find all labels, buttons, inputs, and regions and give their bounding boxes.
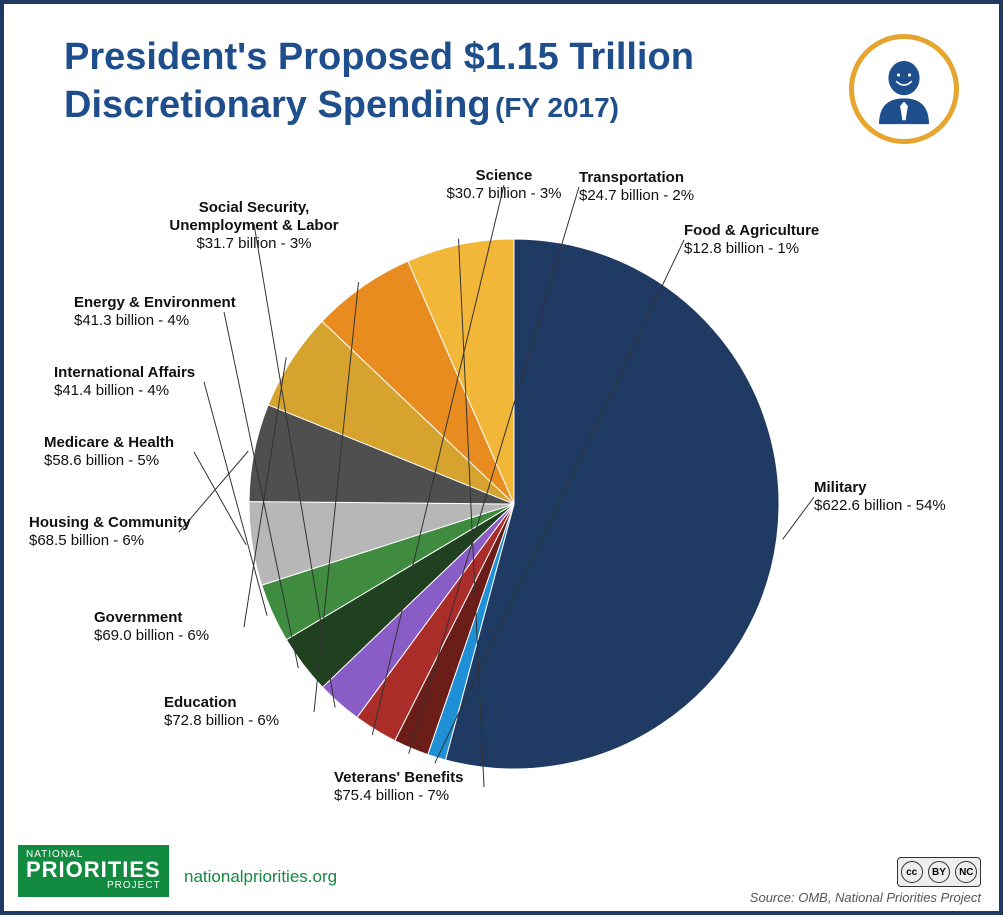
leader-line — [372, 185, 504, 735]
pie-slice — [268, 321, 514, 504]
president-avatar — [849, 34, 959, 144]
pie-chart — [4, 4, 1003, 919]
source-attribution: Source: OMB, National Priorities Project — [750, 890, 981, 905]
nc-icon: NC — [955, 861, 977, 883]
leader-line — [435, 240, 684, 763]
cc-icon: cc — [901, 861, 923, 883]
leader-line — [409, 187, 579, 754]
leader-line — [314, 282, 359, 712]
leader-line — [194, 452, 246, 545]
leader-line — [224, 312, 298, 668]
leader-line — [783, 497, 814, 539]
slice-label: International Affairs$41.4 billion - 4% — [54, 364, 254, 400]
leader-line — [459, 239, 484, 787]
title-suffix: (FY 2017) — [495, 92, 619, 123]
pie-slice — [249, 405, 514, 504]
slice-label: Transportation$24.7 billion - 2% — [579, 169, 694, 205]
leader-line — [254, 224, 335, 708]
slice-label: Energy & Environment$41.3 billion - 4% — [74, 294, 274, 330]
pie-slice — [357, 504, 514, 741]
slice-label: Food & Agriculture$12.8 billion - 1% — [684, 222, 819, 258]
footer: NATIONAL PRIORITIES PROJECT nationalprio… — [4, 856, 999, 911]
cc-license-badge: cc BY NC — [897, 857, 981, 887]
pie-slice — [445, 239, 779, 769]
pie-slice — [408, 239, 514, 504]
slice-label: Veterans' Benefits$75.4 billion - 7% — [334, 769, 534, 805]
pie-slice — [322, 261, 514, 504]
title-line1: President's Proposed $1.15 Trillion — [64, 36, 694, 78]
title-line2: Discretionary Spending — [64, 84, 491, 126]
person-icon — [865, 50, 943, 128]
leader-line — [244, 357, 286, 627]
pie-slice — [428, 504, 514, 760]
leader-line — [204, 382, 267, 616]
slice-label: Social Security,Unemployment & Labor$31.… — [154, 199, 354, 253]
slice-label: Medicare & Health$58.6 billion - 5% — [44, 434, 244, 470]
pie-slice — [262, 504, 514, 640]
org-logo: NATIONAL PRIORITIES PROJECT — [18, 845, 169, 897]
chart-title: President's Proposed $1.15 Trillion Disc… — [64, 34, 784, 129]
logo-mid: PRIORITIES — [26, 860, 161, 880]
slice-label: Science$30.7 billion - 3% — [404, 167, 604, 203]
infographic-frame: President's Proposed $1.15 Trillion Disc… — [0, 0, 1003, 915]
site-url: nationalpriorities.org — [184, 867, 337, 887]
pie-slice — [286, 504, 514, 687]
slice-label: Government$69.0 billion - 6% — [94, 609, 294, 645]
slice-label: Housing & Community$68.5 billion - 6% — [29, 514, 229, 550]
slice-label: Military$622.6 billion - 54% — [814, 479, 946, 515]
pie-slice — [249, 502, 514, 586]
by-icon: BY — [928, 861, 950, 883]
slice-label: Education$72.8 billion - 6% — [164, 694, 364, 730]
pie-slice — [395, 504, 514, 755]
pie-slice — [323, 504, 514, 717]
leader-line — [179, 451, 248, 532]
